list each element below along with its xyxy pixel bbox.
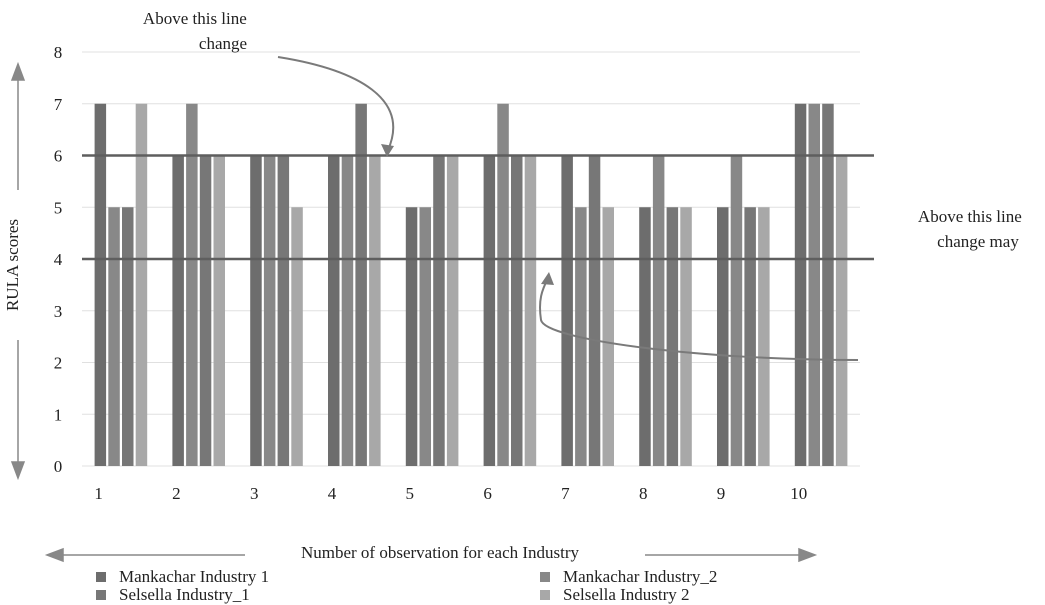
x-tick-label: 10: [790, 484, 807, 503]
bar-s3-obs4: [355, 103, 367, 466]
y-tick-label: 4: [54, 250, 63, 269]
bar-s3-obs5: [433, 155, 445, 466]
x-tick-label: 5: [406, 484, 415, 503]
annotation-lower-line: Above this line change may: [918, 207, 1026, 251]
bar-s4-obs3: [291, 207, 303, 466]
legend-label-4: Selsella Industry 2: [563, 585, 690, 604]
x-tick-label: 7: [561, 484, 570, 503]
bar-s2-obs5: [419, 207, 431, 466]
bar-s1-obs9: [717, 207, 729, 466]
legend-swatch-4: [540, 590, 550, 600]
bar-s1-obs5: [405, 207, 418, 466]
bar-s4-obs8: [680, 207, 692, 466]
annotation-upper-arrowhead: [381, 144, 394, 157]
x-tick-label: 1: [94, 484, 103, 503]
x-tick-label: 3: [250, 484, 259, 503]
bar-s2-obs1: [108, 207, 120, 466]
bar-s3-obs6: [511, 155, 523, 466]
bar-s4-obs6: [524, 155, 537, 466]
x-tick-label: 2: [172, 484, 181, 503]
bar-s3-obs1: [122, 207, 134, 466]
x-axis-arrow: [44, 547, 818, 563]
bars: [94, 103, 848, 466]
bar-s2-obs6: [497, 103, 509, 466]
y-tick-label: 0: [54, 457, 63, 476]
annotation-lower-arrow: [538, 277, 859, 361]
legend-label-1: Mankachar Industry 1: [119, 567, 270, 586]
y-tick-label: 1: [54, 405, 63, 424]
x-tick-labels: 1 2 3 4 5 6 7 8 9 10: [94, 484, 807, 503]
y-tick-label: 8: [54, 43, 63, 62]
annotation-upper-arrow: [277, 56, 395, 151]
annotation-lower-arrowhead: [541, 272, 554, 285]
y-axis-label: RULA scores: [3, 219, 22, 311]
bar-s4-obs5: [446, 155, 459, 466]
reference-lines: [82, 154, 874, 261]
bar-s1-obs6: [483, 155, 496, 466]
legend-label-3: Selsella Industry_1: [119, 585, 250, 604]
legend-item-1: Mankachar Industry 1: [96, 567, 269, 587]
annotation-upper-line: Above this line change: [143, 9, 251, 53]
bar-s1-obs8: [639, 207, 651, 466]
bar-s2-obs10: [808, 103, 820, 466]
legend-swatch-1: [96, 572, 106, 582]
legend-label-2: Mankachar Industry_2: [563, 567, 718, 586]
bar-s3-obs2: [199, 155, 212, 466]
bar-s4-obs1: [135, 103, 148, 466]
legend-item-4: Selsella Industry 2: [540, 585, 690, 605]
bar-s1-obs2: [172, 155, 184, 466]
y-axis-arrow: [10, 61, 26, 481]
bar-s1-obs3: [250, 155, 262, 466]
x-tick-label: 9: [717, 484, 726, 503]
y-tick-label: 2: [54, 354, 63, 373]
bar-s3-obs8: [666, 207, 679, 466]
legend-swatch-2: [540, 572, 550, 582]
x-tick-label: 8: [639, 484, 648, 503]
y-tick-labels: 0 1 2 3 4 5 6 7 8: [54, 43, 63, 476]
bar-s3-obs10: [822, 103, 834, 466]
bar-s3-obs3: [277, 155, 290, 466]
bar-s4-obs9: [758, 207, 770, 466]
x-tick-label: 4: [328, 484, 337, 503]
bar-s2-obs2: [186, 103, 198, 466]
bar-s2-obs4: [341, 155, 354, 466]
legend-swatch-3: [96, 590, 106, 600]
bar-s3-obs9: [744, 207, 756, 466]
bar-s1-obs10: [794, 103, 807, 466]
bar-s4-obs7: [602, 207, 614, 466]
bar-s2-obs9: [730, 155, 743, 466]
bar-s1-obs1: [94, 103, 107, 466]
bar-s2-obs3: [263, 155, 276, 466]
bar-s4-obs10: [835, 155, 848, 466]
bar-s4-obs4: [369, 155, 381, 466]
y-tick-label: 5: [54, 198, 63, 217]
x-axis-label: Number of observation for each Industry: [301, 543, 580, 562]
bar-s2-obs8: [652, 155, 665, 466]
legend-item-3: Selsella Industry_1: [96, 585, 250, 605]
bar-s3-obs7: [588, 155, 601, 466]
legend-item-2: Mankachar Industry_2: [540, 567, 717, 587]
bar-s1-obs4: [328, 155, 340, 466]
y-tick-label: 3: [54, 302, 63, 321]
x-tick-label: 6: [483, 484, 492, 503]
y-tick-label: 7: [54, 95, 63, 114]
bar-s4-obs2: [213, 155, 225, 466]
y-tick-label: 6: [54, 147, 63, 166]
bar-s1-obs7: [561, 155, 573, 466]
